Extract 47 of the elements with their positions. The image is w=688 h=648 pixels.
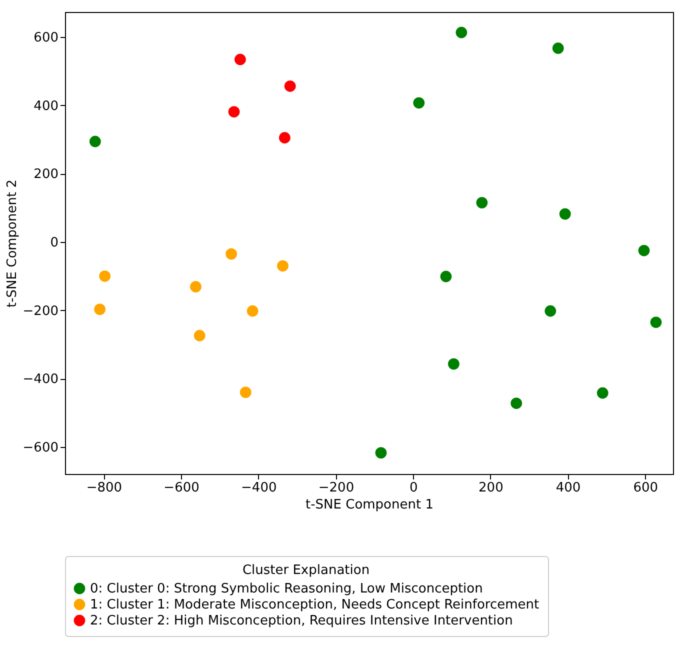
x-tick-label: −800 <box>86 480 122 496</box>
y-tick-label: −200 <box>22 304 58 319</box>
point <box>375 447 387 459</box>
point <box>246 305 258 317</box>
point <box>544 305 556 317</box>
point <box>284 80 296 92</box>
point <box>559 208 571 220</box>
legend-title: Cluster Explanation <box>242 563 370 578</box>
y-tick-label: 400 <box>34 98 58 114</box>
point <box>278 132 290 144</box>
point <box>190 281 202 292</box>
point <box>596 387 608 399</box>
x-tick-label: 0 <box>409 480 418 496</box>
point <box>228 106 240 118</box>
point <box>89 136 101 148</box>
x-tick-label: 400 <box>556 480 581 496</box>
point <box>413 97 425 109</box>
x-tick-label: 600 <box>633 480 658 496</box>
x-tick-label: −200 <box>318 480 354 496</box>
legend-label: 0: Cluster 0: Strong Symbolic Reasoning, Low Misconception <box>90 582 483 596</box>
point <box>240 386 252 398</box>
point <box>510 398 522 409</box>
point <box>94 304 106 315</box>
point <box>552 42 564 54</box>
x-tick-label: −600 <box>164 480 200 496</box>
y-tick-label: 0 <box>50 235 58 250</box>
x-tick-label: −400 <box>241 480 277 496</box>
point <box>277 260 288 272</box>
y-tick-label: −600 <box>22 440 58 456</box>
legend-label: 1: Cluster 1: Moderate Misconception, Needs Concept Reinforcement <box>90 598 540 612</box>
x-axis-title: t-SNE Component 1 <box>306 498 434 512</box>
point <box>194 330 206 342</box>
y-tick-label: −400 <box>22 372 58 388</box>
point <box>476 196 488 208</box>
y-tick-label: 600 <box>34 30 58 46</box>
point <box>650 316 662 328</box>
point <box>638 244 650 256</box>
x-tick-label: 200 <box>478 480 504 496</box>
point <box>456 26 468 38</box>
point <box>226 248 238 260</box>
point <box>440 270 452 282</box>
y-axis-title: t-SNE Component 2 <box>4 180 20 308</box>
y-tick-label: 200 <box>34 167 58 182</box>
point <box>234 54 246 66</box>
legend-label: 2: Cluster 2: High Misconception, Requires Intensive Intervention <box>90 614 513 628</box>
point <box>99 270 111 282</box>
point <box>448 358 460 370</box>
